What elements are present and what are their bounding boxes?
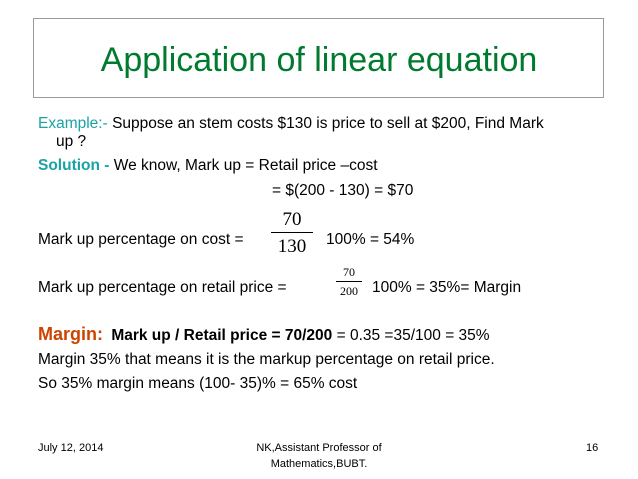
solution-calc: = $(200 - 130) = $70 [272,182,414,199]
markup-retail-fraction: 70 200 [336,266,362,297]
footer-author-line-1: NK,Assistant Professor of [256,442,382,454]
margin-label: Margin: [38,324,103,344]
title-frame [33,18,604,98]
markup-cost-denominator: 130 [277,236,307,257]
slide-title: Application of linear equation [100,41,538,79]
solution-label: Solution - [38,157,110,174]
markup-retail-numerator: 70 [343,265,355,279]
markup-retail-label: Mark up percentage on retail price = [38,279,287,296]
example-line-1: Example:- Suppose an stem costs $130 is … [38,114,544,134]
markup-cost-label: Mark up percentage on cost = [38,231,244,248]
solution-text: We know, Mark up = Retail price –cost [109,157,378,174]
example-text: Suppose an stem costs $130 is price to s… [107,115,544,132]
footer-author-line-2: Mathematics,BUBT. [270,458,368,470]
margin-meaning-line: Margin 35% that means it is the markup p… [38,351,495,368]
markup-retail-result: 100% = 35%= Margin [372,279,522,296]
footer-author: NK,Assistant Professor of Mathematics,BU… [219,440,419,472]
markup-cost-numerator: 70 [282,209,302,230]
page-number: 16 [586,442,599,454]
fraction-bar [271,232,313,233]
margin-rest-text: = 0.35 =35/100 = 35% [332,327,490,344]
cost-line: So 35% margin means (100- 35)% = 65% cos… [38,375,358,392]
markup-retail-denominator: 200 [340,284,358,298]
example-label: Example:- [38,115,108,132]
markup-cost-fraction: 70 130 [271,210,313,256]
markup-cost-result: 100% = 54% [326,231,415,248]
footer-date: July 12, 2014 [38,442,104,454]
margin-bold-text: Mark up / Retail price = 70/200 [111,327,333,344]
margin-line: Margin: Mark up / Retail price = 70/200 … [38,322,490,348]
fraction-bar [336,281,362,282]
example-line-2: up ? [56,133,87,150]
solution-line: Solution - We know, Mark up = Retail pri… [38,156,378,176]
